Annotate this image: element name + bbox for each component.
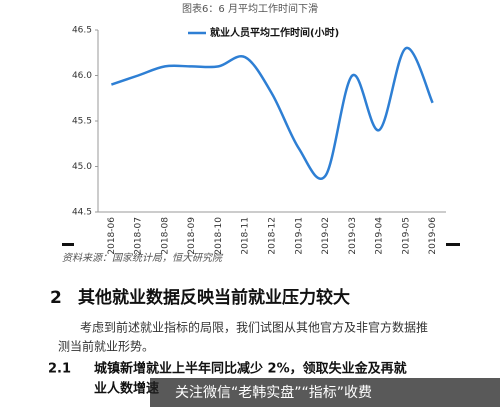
watermark: 关注微信“老韩实盘”“指标”收费 xyxy=(175,384,372,401)
x-tick-label: 2018-10 xyxy=(214,217,224,255)
x-tick-label: 2019-02 xyxy=(321,217,331,255)
line xyxy=(110,46,434,180)
paragraph-line: 测当前就业形势。 xyxy=(58,339,154,354)
watermark-bg xyxy=(150,378,500,407)
caption: 图表6：6 月平均工作时间下滑 xyxy=(182,2,318,15)
x-tick-label: 2019-05 xyxy=(401,217,411,255)
rule-right xyxy=(446,243,460,246)
y-tick-label: 45.0 xyxy=(72,162,92,172)
x-tick-label: 2019-04 xyxy=(375,217,385,255)
y-tick-label: 45.5 xyxy=(72,117,92,127)
x-tick-label: 2018-08 xyxy=(160,217,170,255)
x-tick-label: 2018-12 xyxy=(268,217,278,255)
x-tick-label: 2019-01 xyxy=(294,217,304,255)
section-title: 其他就业数据反映当前就业压力较大 xyxy=(78,287,350,308)
x-tick-label: 2018-06 xyxy=(107,217,117,255)
y-tick-label: 46.0 xyxy=(72,71,92,81)
x-tick-label: 2019-03 xyxy=(348,217,358,255)
paragraph-line: 考虑到前述就业指标的局限，我们试图从其他官方及非官方数据推 xyxy=(80,320,428,335)
source: 资料来源：国家统计局，恒大研究院 xyxy=(62,252,224,264)
rule-left xyxy=(62,243,74,246)
subsection-title: 城镇新增就业上半年同比减少 2%，领取失业金及再就 xyxy=(94,361,407,377)
x-tick-label: 2018-11 xyxy=(241,217,251,255)
y-tick-label: 46.5 xyxy=(72,26,92,36)
y-tick-label: 44.5 xyxy=(72,208,92,218)
x-tick-label: 2018-07 xyxy=(134,217,144,255)
subsection-number: 2.1 xyxy=(48,362,71,377)
subsection-title: 业人数增速 xyxy=(94,381,159,397)
legend-label: 就业人员平均工作时间(小时) xyxy=(210,26,339,39)
x-tick-label: 2019-06 xyxy=(428,217,438,255)
x-tick-label: 2018-09 xyxy=(187,217,197,255)
section-number: 2 xyxy=(50,288,62,308)
